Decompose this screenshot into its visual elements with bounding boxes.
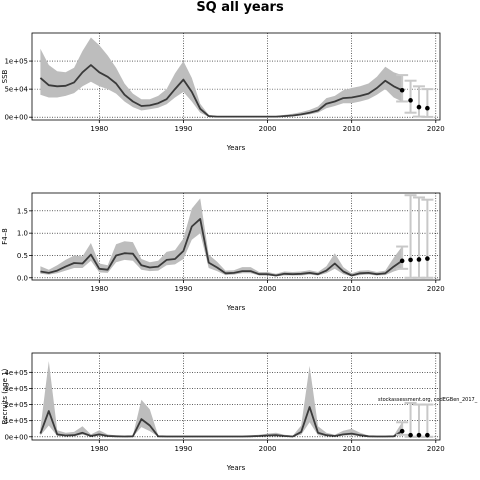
x-tick-label: 2010: [343, 125, 361, 133]
x-tick-label: 1980: [90, 445, 108, 453]
x-tick-label: 1990: [175, 125, 193, 133]
ssb-panel: 1980 1990 2000 2010 2020 0e+00 5e+04 1e+05 Years…: [1, 32, 445, 152]
projection-point: [416, 432, 422, 438]
projection-point: [425, 256, 430, 261]
y-tick-label: 0.5: [17, 252, 28, 260]
recruits-panel: 1980 1990 2000 2010 2020 0e+00 1e+05 2e+05 3e+05…: [1, 352, 478, 472]
x-axis-title: Years: [226, 144, 246, 152]
page-title: SQ all years: [196, 0, 284, 15]
y-tick-label: 0e+00: [4, 114, 28, 122]
y-tick-label: 1.0: [17, 230, 28, 238]
projection-point: [425, 432, 430, 438]
y-tick-label: 4e+05: [4, 369, 28, 377]
x-axis-title: Years: [226, 464, 246, 472]
projection-point: [408, 432, 413, 438]
confidence-band: [40, 37, 403, 117]
x-tick-label: 1990: [175, 285, 193, 293]
y-tick-label: 5e+04: [4, 86, 28, 94]
x-tick-label: 2020: [427, 285, 445, 293]
y-axis-title: F4–8: [1, 228, 9, 244]
projection-point: [408, 257, 413, 263]
projection-point: [399, 87, 405, 93]
y-tick-label: 2e+05: [4, 401, 28, 409]
source-annotation: stockassessment.org, codEGBen_2017_: [378, 397, 478, 403]
projection-point: [416, 104, 422, 110]
confidence-band: [40, 361, 403, 437]
projection-point: [425, 105, 430, 111]
y-axis-title: Recruits (age 1): [1, 368, 9, 424]
x-tick-label: 2010: [343, 285, 361, 293]
y-tick-label: 1e+05: [4, 417, 28, 425]
x-tick-label: 2020: [427, 125, 445, 133]
y-tick-label: 1e+05: [4, 58, 28, 66]
x-tick-label: 2000: [259, 125, 277, 133]
x-tick-label: 2020: [427, 445, 445, 453]
plot-frame: [31, 32, 441, 121]
y-tick-label: 0.0: [17, 274, 28, 282]
projection-point: [416, 257, 422, 262]
projection-point: [399, 428, 405, 434]
plot-frame: [31, 192, 441, 281]
x-tick-label: 1980: [90, 125, 108, 133]
estimate-line: [39, 406, 403, 438]
y-tick-label: 3e+05: [4, 385, 28, 393]
x-tick-label: 2000: [259, 445, 277, 453]
y-tick-label: 1.5: [17, 207, 28, 215]
x-axis-title: Years: [226, 304, 246, 312]
x-tick-label: 2010: [343, 445, 361, 453]
y-axis-title: SSB: [1, 69, 9, 83]
estimate-line: [40, 217, 403, 277]
y-tick-label: 0e+00: [4, 433, 28, 441]
x-tick-label: 2000: [259, 285, 277, 293]
x-tick-label: 1990: [175, 445, 193, 453]
projection-point: [399, 258, 405, 264]
plot-frame: [31, 352, 441, 441]
fishing-mortality-panel: 1980 1990 2000 2010 2020 0.0 0.5 1.0 1.5 Years F4–…: [1, 192, 445, 312]
estimate-line: [39, 64, 403, 118]
confidence-band: [40, 198, 403, 277]
x-tick-label: 1980: [90, 285, 108, 293]
projection-point: [408, 98, 413, 103]
